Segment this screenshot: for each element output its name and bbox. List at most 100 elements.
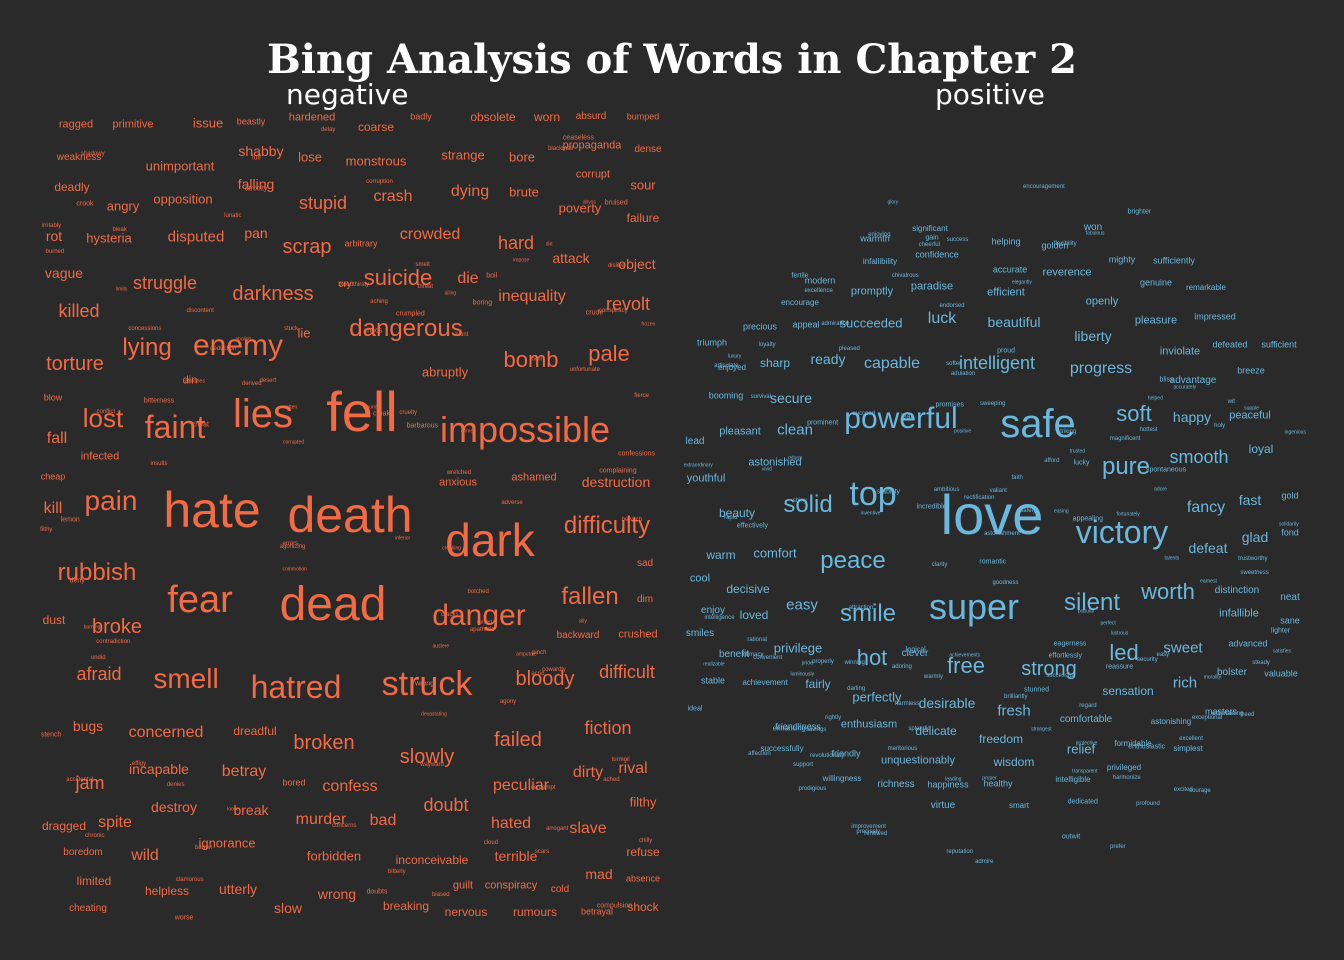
negative-word: aching bbox=[370, 299, 388, 306]
negative-word: betrayal bbox=[580, 906, 614, 917]
positive-word: friendliness bbox=[775, 721, 821, 732]
negative-word: compulsion bbox=[596, 902, 633, 910]
positive-word: intelligence bbox=[704, 614, 735, 621]
negative-word: austere bbox=[432, 643, 450, 650]
negative-word: biased bbox=[431, 891, 450, 898]
positive-word: distinction bbox=[1214, 585, 1260, 596]
negative-word: hate bbox=[163, 482, 261, 538]
negative-word: doubt bbox=[423, 795, 469, 815]
positive-word: freedom bbox=[978, 732, 1024, 746]
positive-word: richness bbox=[877, 779, 915, 790]
positive-word: sweeping bbox=[980, 400, 1006, 407]
positive-word: achievement bbox=[742, 678, 788, 687]
negative-word: coarse bbox=[357, 120, 395, 134]
positive-word: youthful bbox=[686, 472, 726, 485]
negative-word: absence bbox=[625, 873, 661, 884]
negative-word: loose bbox=[227, 806, 240, 813]
negative-word: crash bbox=[373, 188, 413, 205]
negative-word: arbitrary bbox=[344, 238, 378, 249]
negative-word: slow bbox=[273, 900, 303, 916]
positive-word: flexibility bbox=[1053, 241, 1077, 248]
negative-word: struck bbox=[381, 665, 473, 703]
positive-word: lustrous bbox=[1110, 630, 1129, 637]
negative-word: agony bbox=[499, 699, 517, 706]
positive-word: prominent bbox=[807, 419, 839, 427]
positive-word: unquestionably bbox=[880, 754, 956, 767]
positive-word: prodigious bbox=[798, 786, 827, 793]
negative-word: weakness bbox=[56, 152, 102, 163]
positive-word: super bbox=[928, 586, 1020, 627]
positive-word: perfect bbox=[1100, 620, 1116, 627]
positive-word: savings bbox=[805, 726, 827, 733]
negative-word: doubts bbox=[366, 888, 388, 896]
negative-word: lull bbox=[252, 154, 261, 162]
negative-word: slowly bbox=[399, 746, 455, 768]
positive-word: goodness bbox=[992, 579, 1019, 586]
negative-word: fall bbox=[46, 430, 68, 447]
negative-word: fell bbox=[326, 380, 398, 443]
negative-word: broke bbox=[91, 616, 143, 638]
negative-word: primitive bbox=[112, 118, 154, 131]
positive-word: progress bbox=[1069, 360, 1133, 377]
positive-word: silent bbox=[1063, 589, 1121, 616]
positive-word: fresh bbox=[997, 702, 1031, 720]
negative-word: barbarous bbox=[406, 422, 439, 430]
negative-word: beastly bbox=[236, 116, 266, 127]
negative-word: spite bbox=[98, 814, 132, 831]
positive-word: logical bbox=[905, 646, 926, 654]
negative-word: abolish bbox=[235, 336, 252, 343]
positive-word: fond bbox=[1281, 527, 1299, 538]
positive-word: astonishment bbox=[984, 531, 1020, 538]
positive-word: sufficiently bbox=[1153, 255, 1195, 266]
positive-word: hot bbox=[856, 645, 888, 670]
positive-word: adoring bbox=[891, 664, 912, 671]
negative-word: hardened bbox=[288, 111, 336, 124]
positive-word: sharp bbox=[759, 356, 791, 370]
positive-word: neat bbox=[1280, 592, 1300, 603]
positive-word: satisfies bbox=[1272, 648, 1291, 655]
negative-word: hatred bbox=[250, 669, 342, 705]
negative-word: desert bbox=[259, 377, 277, 384]
positive-word: reverence bbox=[1042, 266, 1092, 279]
positive-word: astonished bbox=[748, 456, 802, 469]
positive-word: perfectly bbox=[852, 689, 902, 705]
negative-word: wretched bbox=[446, 469, 472, 476]
positive-word: stunned bbox=[1024, 686, 1050, 694]
positive-word: security bbox=[1137, 657, 1158, 664]
negative-word: corruption bbox=[366, 178, 393, 185]
negative-word: fiction bbox=[584, 718, 632, 738]
positive-word: beautiful bbox=[987, 314, 1041, 330]
positive-word: rapid bbox=[724, 515, 738, 522]
positive-word: free bbox=[947, 653, 985, 678]
negative-word: cloud bbox=[483, 840, 499, 847]
negative-word: bugs bbox=[72, 718, 104, 734]
negative-word: dim bbox=[636, 594, 654, 605]
negative-word: cursed bbox=[477, 619, 493, 626]
positive-word: cheerful bbox=[918, 241, 940, 248]
negative-word: discontent bbox=[186, 307, 214, 314]
positive-word: attraction bbox=[848, 604, 874, 611]
positive-word: lucky bbox=[1073, 459, 1090, 467]
negative-word: dark bbox=[445, 514, 535, 566]
positive-word: leading bbox=[945, 776, 962, 783]
negative-word: faint bbox=[144, 409, 206, 445]
positive-word: brighter bbox=[1127, 208, 1152, 216]
positive-word: revolutionary bbox=[810, 753, 845, 760]
positive-word: delicate bbox=[915, 724, 957, 738]
positive-word: encouragement bbox=[1023, 184, 1065, 191]
positive-word: sweet bbox=[1163, 639, 1203, 657]
negative-word: suicide bbox=[363, 265, 433, 290]
negative-word: acrid bbox=[531, 671, 545, 678]
positive-word: beauty bbox=[718, 506, 756, 520]
negative-word: stuck bbox=[284, 325, 299, 332]
negative-word: bloodthirsty bbox=[338, 282, 369, 289]
negative-word: failure bbox=[626, 211, 660, 225]
negative-word: anxious bbox=[439, 476, 477, 489]
negative-word: shadowy bbox=[80, 150, 105, 157]
positive-word: infallible bbox=[1219, 607, 1259, 620]
positive-word: reassure bbox=[1105, 663, 1134, 671]
negative-word: filthy bbox=[629, 794, 657, 810]
positive-word: defeated bbox=[1212, 339, 1248, 350]
negative-word: accidental bbox=[66, 776, 94, 783]
positive-word: sane bbox=[1280, 615, 1300, 626]
